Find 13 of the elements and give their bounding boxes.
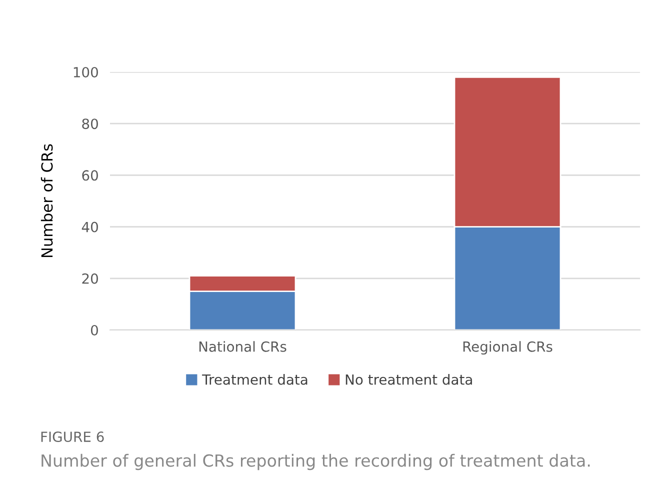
caption: FIGURE 6 <box>41 432 104 442</box>
legend-label: No treatment data <box>346 374 472 385</box>
y-tick-label: 0 <box>90 324 98 336</box>
y-tick-label: 60 <box>82 170 98 181</box>
x-tick-label: Regional CRs <box>463 341 552 355</box>
y-tick-label: 20 <box>82 273 98 284</box>
x-tick-label: National CRs <box>199 341 286 352</box>
y-axis-title: Number of CRs <box>40 144 53 258</box>
y-tick-label: 40 <box>82 222 98 232</box>
text: Number of general CRs reporting the recording of treatment data. <box>42 454 590 470</box>
legend-label: Treatment data <box>202 374 308 385</box>
y-tick-label: 100 <box>74 66 98 78</box>
y-tick-label: 80 <box>82 118 98 130</box>
